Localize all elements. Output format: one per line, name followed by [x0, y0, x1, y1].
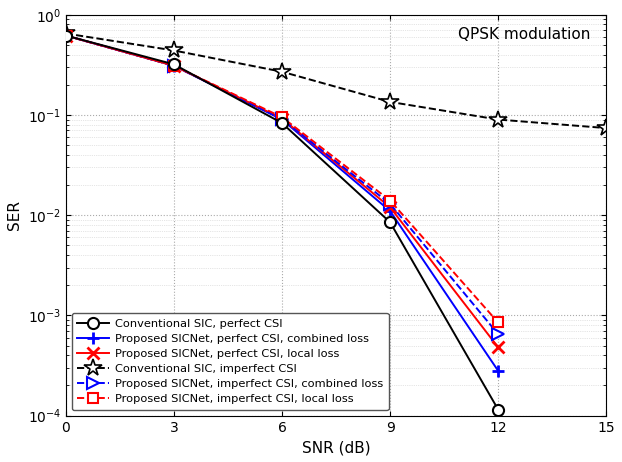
- Proposed SICNet, perfect CSI, combined loss: [170, 63, 178, 68]
- Conventional SIC, imperfect CSI: [494, 117, 502, 122]
- Conventional SIC, imperfect CSI: [170, 48, 178, 53]
- Proposed SICNet, imperfect CSI, local loss: [386, 198, 394, 203]
- Proposed SICNet, perfect CSI, local loss: [494, 345, 502, 350]
- Proposed SICNet, perfect CSI, combined loss: [62, 33, 70, 38]
- Proposed SICNet, imperfect CSI, local loss: [62, 33, 70, 38]
- Proposed SICNet, imperfect CSI, combined loss: [62, 33, 70, 38]
- Proposed SICNet, imperfect CSI, combined loss: [386, 201, 394, 207]
- Proposed SICNet, imperfect CSI, local loss: [170, 63, 178, 68]
- Proposed SICNet, perfect CSI, local loss: [170, 63, 178, 68]
- Conventional SIC, perfect CSI: [386, 219, 394, 225]
- Conventional SIC, imperfect CSI: [386, 99, 394, 105]
- Text: QPSK modulation: QPSK modulation: [458, 27, 590, 42]
- Conventional SIC, imperfect CSI: [62, 30, 70, 36]
- Proposed SICNet, imperfect CSI, local loss: [494, 320, 502, 325]
- Line: Conventional SIC, imperfect CSI: Conventional SIC, imperfect CSI: [57, 24, 615, 137]
- Conventional SIC, imperfect CSI: [603, 125, 610, 131]
- Proposed SICNet, imperfect CSI, combined loss: [494, 331, 502, 337]
- Legend: Conventional SIC, perfect CSI, Proposed SICNet, perfect CSI, combined loss, Prop: Conventional SIC, perfect CSI, Proposed …: [72, 313, 389, 410]
- Conventional SIC, perfect CSI: [278, 120, 285, 126]
- Proposed SICNet, perfect CSI, combined loss: [278, 117, 285, 122]
- Proposed SICNet, perfect CSI, local loss: [278, 116, 285, 122]
- Line: Conventional SIC, perfect CSI: Conventional SIC, perfect CSI: [60, 30, 504, 415]
- Conventional SIC, perfect CSI: [494, 407, 502, 412]
- X-axis label: SNR (dB): SNR (dB): [302, 440, 370, 455]
- Y-axis label: SER: SER: [7, 200, 22, 230]
- Proposed SICNet, imperfect CSI, combined loss: [278, 116, 285, 122]
- Proposed SICNet, imperfect CSI, local loss: [278, 115, 285, 120]
- Line: Proposed SICNet, perfect CSI, local loss: Proposed SICNet, perfect CSI, local loss: [60, 29, 504, 353]
- Proposed SICNet, perfect CSI, local loss: [62, 33, 70, 38]
- Proposed SICNet, imperfect CSI, combined loss: [170, 63, 178, 68]
- Line: Proposed SICNet, perfect CSI, combined loss: Proposed SICNet, perfect CSI, combined l…: [60, 29, 504, 377]
- Proposed SICNet, perfect CSI, local loss: [386, 205, 394, 210]
- Conventional SIC, imperfect CSI: [278, 69, 285, 74]
- Conventional SIC, perfect CSI: [170, 61, 178, 67]
- Proposed SICNet, perfect CSI, combined loss: [494, 368, 502, 374]
- Conventional SIC, perfect CSI: [62, 33, 70, 38]
- Line: Proposed SICNet, imperfect CSI, combined loss: Proposed SICNet, imperfect CSI, combined…: [60, 30, 504, 340]
- Proposed SICNet, perfect CSI, combined loss: [386, 208, 394, 214]
- Line: Proposed SICNet, imperfect CSI, local loss: Proposed SICNet, imperfect CSI, local lo…: [61, 30, 503, 328]
